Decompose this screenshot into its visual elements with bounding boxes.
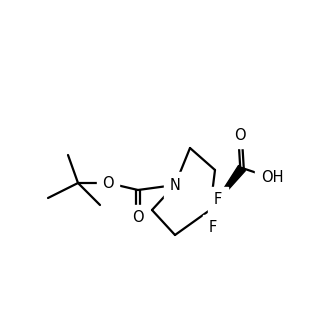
Text: F: F [214, 192, 222, 208]
Text: N: N [170, 178, 181, 192]
Text: O: O [132, 211, 144, 225]
Text: O: O [102, 176, 114, 190]
Polygon shape [210, 165, 246, 210]
Text: O: O [234, 127, 246, 143]
Text: OH: OH [261, 171, 283, 185]
Text: F: F [209, 220, 217, 236]
